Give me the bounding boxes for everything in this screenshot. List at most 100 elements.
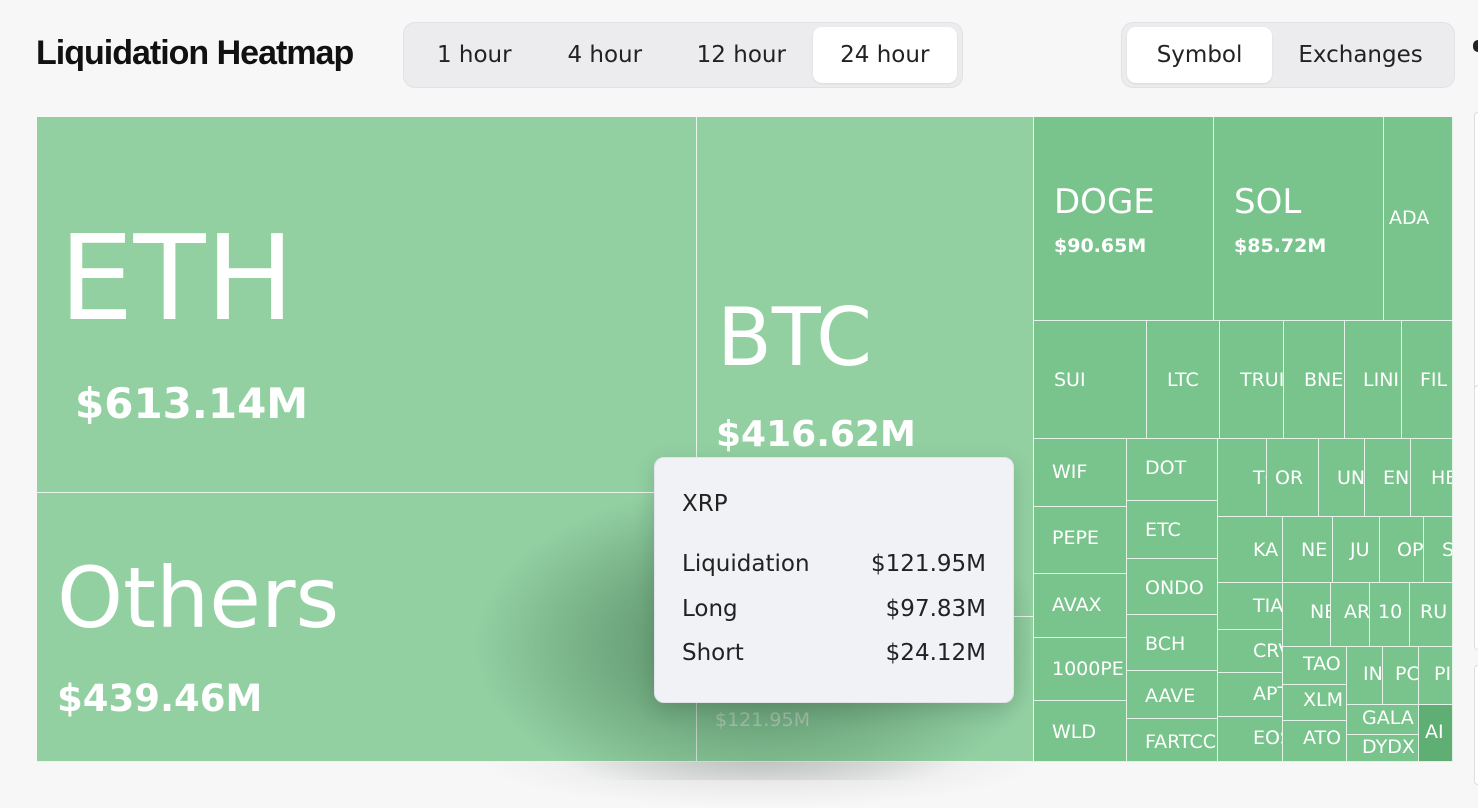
treemap-tile[interactable]: EOS xyxy=(1218,717,1283,762)
treemap-tile-symbol: WLD xyxy=(1052,721,1097,743)
treemap-tile[interactable]: 10 xyxy=(1370,583,1410,647)
tooltip-value: $97.83M xyxy=(885,595,986,622)
treemap-tile-symbol: EN xyxy=(1383,467,1410,489)
treemap-tile[interactable]: AVAX xyxy=(1034,574,1127,638)
treemap-tile[interactable]: GALA xyxy=(1347,705,1419,735)
treemap-tile-symbol: PC xyxy=(1395,663,1419,685)
treemap-tile[interactable]: ONDO xyxy=(1127,559,1218,615)
treemap-tile[interactable]: ETH $613.14M xyxy=(37,117,697,493)
treemap-tile-symbol: XLM xyxy=(1303,689,1343,711)
treemap-tile[interactable]: NE xyxy=(1283,583,1331,647)
treemap-tile[interactable]: 1000PE xyxy=(1034,638,1127,701)
treemap-tile[interactable]: DOGE $90.65M xyxy=(1034,117,1214,321)
treemap-tile[interactable]: APT xyxy=(1218,673,1283,717)
treemap-tile[interactable]: DOT xyxy=(1127,439,1218,501)
treemap-tile-symbol: SUI xyxy=(1054,369,1086,391)
treemap-tile[interactable]: ATO xyxy=(1283,721,1347,762)
treemap-tile[interactable]: BNE xyxy=(1284,321,1345,439)
treemap-tile[interactable]: SUI xyxy=(1034,321,1147,439)
time-range-selector: 1 hour 4 hour 12 hour 24 hour xyxy=(403,22,963,88)
treemap-tile[interactable]: AR xyxy=(1331,583,1370,647)
treemap-tile[interactable]: PC xyxy=(1383,647,1419,705)
side-panel-edge xyxy=(1474,112,1478,402)
treemap-tile[interactable]: RU xyxy=(1410,583,1453,647)
treemap-tile[interactable]: BCH xyxy=(1127,615,1218,671)
time-range-4-hour[interactable]: 4 hour xyxy=(567,42,643,68)
time-range-12-hour[interactable]: 12 hour xyxy=(696,42,786,68)
treemap-tile-symbol: DOGE xyxy=(1054,182,1155,222)
treemap-tile-symbol: OP xyxy=(1397,539,1424,561)
treemap-tile-symbol: TIA xyxy=(1253,595,1283,617)
tooltip-label: Long xyxy=(682,595,738,622)
side-panel-edge xyxy=(1474,665,1478,785)
page-title: Liquidation Heatmap xyxy=(36,34,354,72)
treemap-tile-symbol: APT xyxy=(1253,683,1282,705)
treemap-tile[interactable]: PI xyxy=(1419,647,1453,705)
treemap-tile[interactable]: OP xyxy=(1380,517,1424,583)
treemap-tile[interactable]: FARTCC xyxy=(1127,719,1218,762)
treemap-tile-symbol: OR xyxy=(1275,467,1304,489)
treemap-tile[interactable]: UN xyxy=(1319,439,1365,517)
treemap-tile[interactable]: KA xyxy=(1218,517,1283,583)
treemap-tile-symbol: BTC xyxy=(717,291,872,384)
treemap-tile[interactable]: FIL xyxy=(1402,321,1453,439)
tooltip-symbol: XRP xyxy=(682,491,728,517)
treemap-tile-symbol: UN xyxy=(1337,467,1365,489)
treemap-tile[interactable]: TRUI xyxy=(1220,321,1284,439)
treemap-tile-symbol: RU xyxy=(1420,601,1448,623)
treemap-tile-value: $121.95M xyxy=(715,709,810,731)
treemap-tile[interactable]: ADA xyxy=(1384,117,1453,321)
treemap-tile[interactable]: WIF xyxy=(1034,439,1127,507)
treemap-tile[interactable]: EN xyxy=(1365,439,1411,517)
treemap-tile-symbol: BNE xyxy=(1304,369,1344,391)
side-panel-edge xyxy=(1474,385,1478,650)
treemap-tile-symbol: AAVE xyxy=(1145,685,1196,707)
treemap-tile[interactable]: JU xyxy=(1333,517,1380,583)
treemap-tile[interactable]: TOI xyxy=(1218,439,1267,517)
treemap-tile-symbol: 1000PE xyxy=(1052,658,1124,680)
time-range-24-hour[interactable]: 24 hour xyxy=(812,27,958,83)
treemap-tile[interactable]: IN xyxy=(1347,647,1383,705)
treemap-tile-symbol: NE xyxy=(1310,601,1330,623)
tooltip-label: Liquidation xyxy=(682,551,810,577)
treemap-tile[interactable]: DYDX xyxy=(1347,735,1419,762)
treemap-tile[interactable]: HE xyxy=(1411,439,1453,517)
treemap-tile-symbol: AR xyxy=(1344,601,1370,623)
treemap-tile[interactable]: TIA xyxy=(1218,583,1283,630)
treemap-tile[interactable]: WLD xyxy=(1034,701,1127,762)
treemap-tile-symbol: TRUI xyxy=(1240,369,1284,391)
treemap-tile[interactable]: CRV xyxy=(1218,630,1283,673)
liquidation-treemap: ETH $613.14M Others $439.46M BTC $416.62M $121… xyxy=(37,117,1453,762)
treemap-tile[interactable]: AI xyxy=(1419,705,1453,762)
treemap-tile[interactable]: PEPE xyxy=(1034,507,1127,574)
group-by-exchanges[interactable]: Exchanges xyxy=(1298,42,1423,68)
treemap-tile-symbol: PEPE xyxy=(1052,527,1099,549)
treemap-tile-symbol: 10 xyxy=(1378,601,1403,623)
treemap-tile-value: $439.46M xyxy=(57,677,263,720)
treemap-tile[interactable]: AAVE xyxy=(1127,671,1218,719)
treemap-tile[interactable]: Others $439.46M xyxy=(37,493,697,762)
tooltip-row-short: Short $24.12M xyxy=(682,639,986,667)
treemap-tile[interactable]: ETC xyxy=(1127,501,1218,559)
treemap-tile-symbol: PI xyxy=(1434,663,1452,685)
treemap-tile[interactable]: TAO xyxy=(1283,647,1347,685)
treemap-tile[interactable]: OR xyxy=(1267,439,1319,517)
treemap-tile-symbol: DYDX xyxy=(1362,736,1415,758)
treemap-tile-symbol: WIF xyxy=(1052,461,1088,483)
treemap-tile-symbol: LINI xyxy=(1363,369,1400,391)
time-range-1-hour[interactable]: 1 hour xyxy=(436,42,512,68)
group-by-symbol[interactable]: Symbol xyxy=(1127,27,1273,83)
bottom-shadow xyxy=(480,762,1040,808)
treemap-tile[interactable]: SOL $85.72M xyxy=(1214,117,1384,321)
treemap-tile[interactable]: LTC xyxy=(1147,321,1220,439)
treemap-tile[interactable]: XLM xyxy=(1283,685,1347,721)
treemap-tile[interactable]: LINI xyxy=(1345,321,1402,439)
treemap-tile[interactable]: NE xyxy=(1283,517,1333,583)
treemap-tile-symbol: BCH xyxy=(1145,633,1186,655)
treemap-tile-symbol: CRV xyxy=(1253,640,1282,662)
treemap-tile-symbol: JU xyxy=(1350,539,1370,561)
treemap-tile-symbol: SOL xyxy=(1234,182,1302,222)
tooltip-value: $121.95M xyxy=(871,551,986,577)
treemap-tile-value: $613.14M xyxy=(75,379,309,428)
treemap-tile[interactable]: SH xyxy=(1424,517,1453,583)
